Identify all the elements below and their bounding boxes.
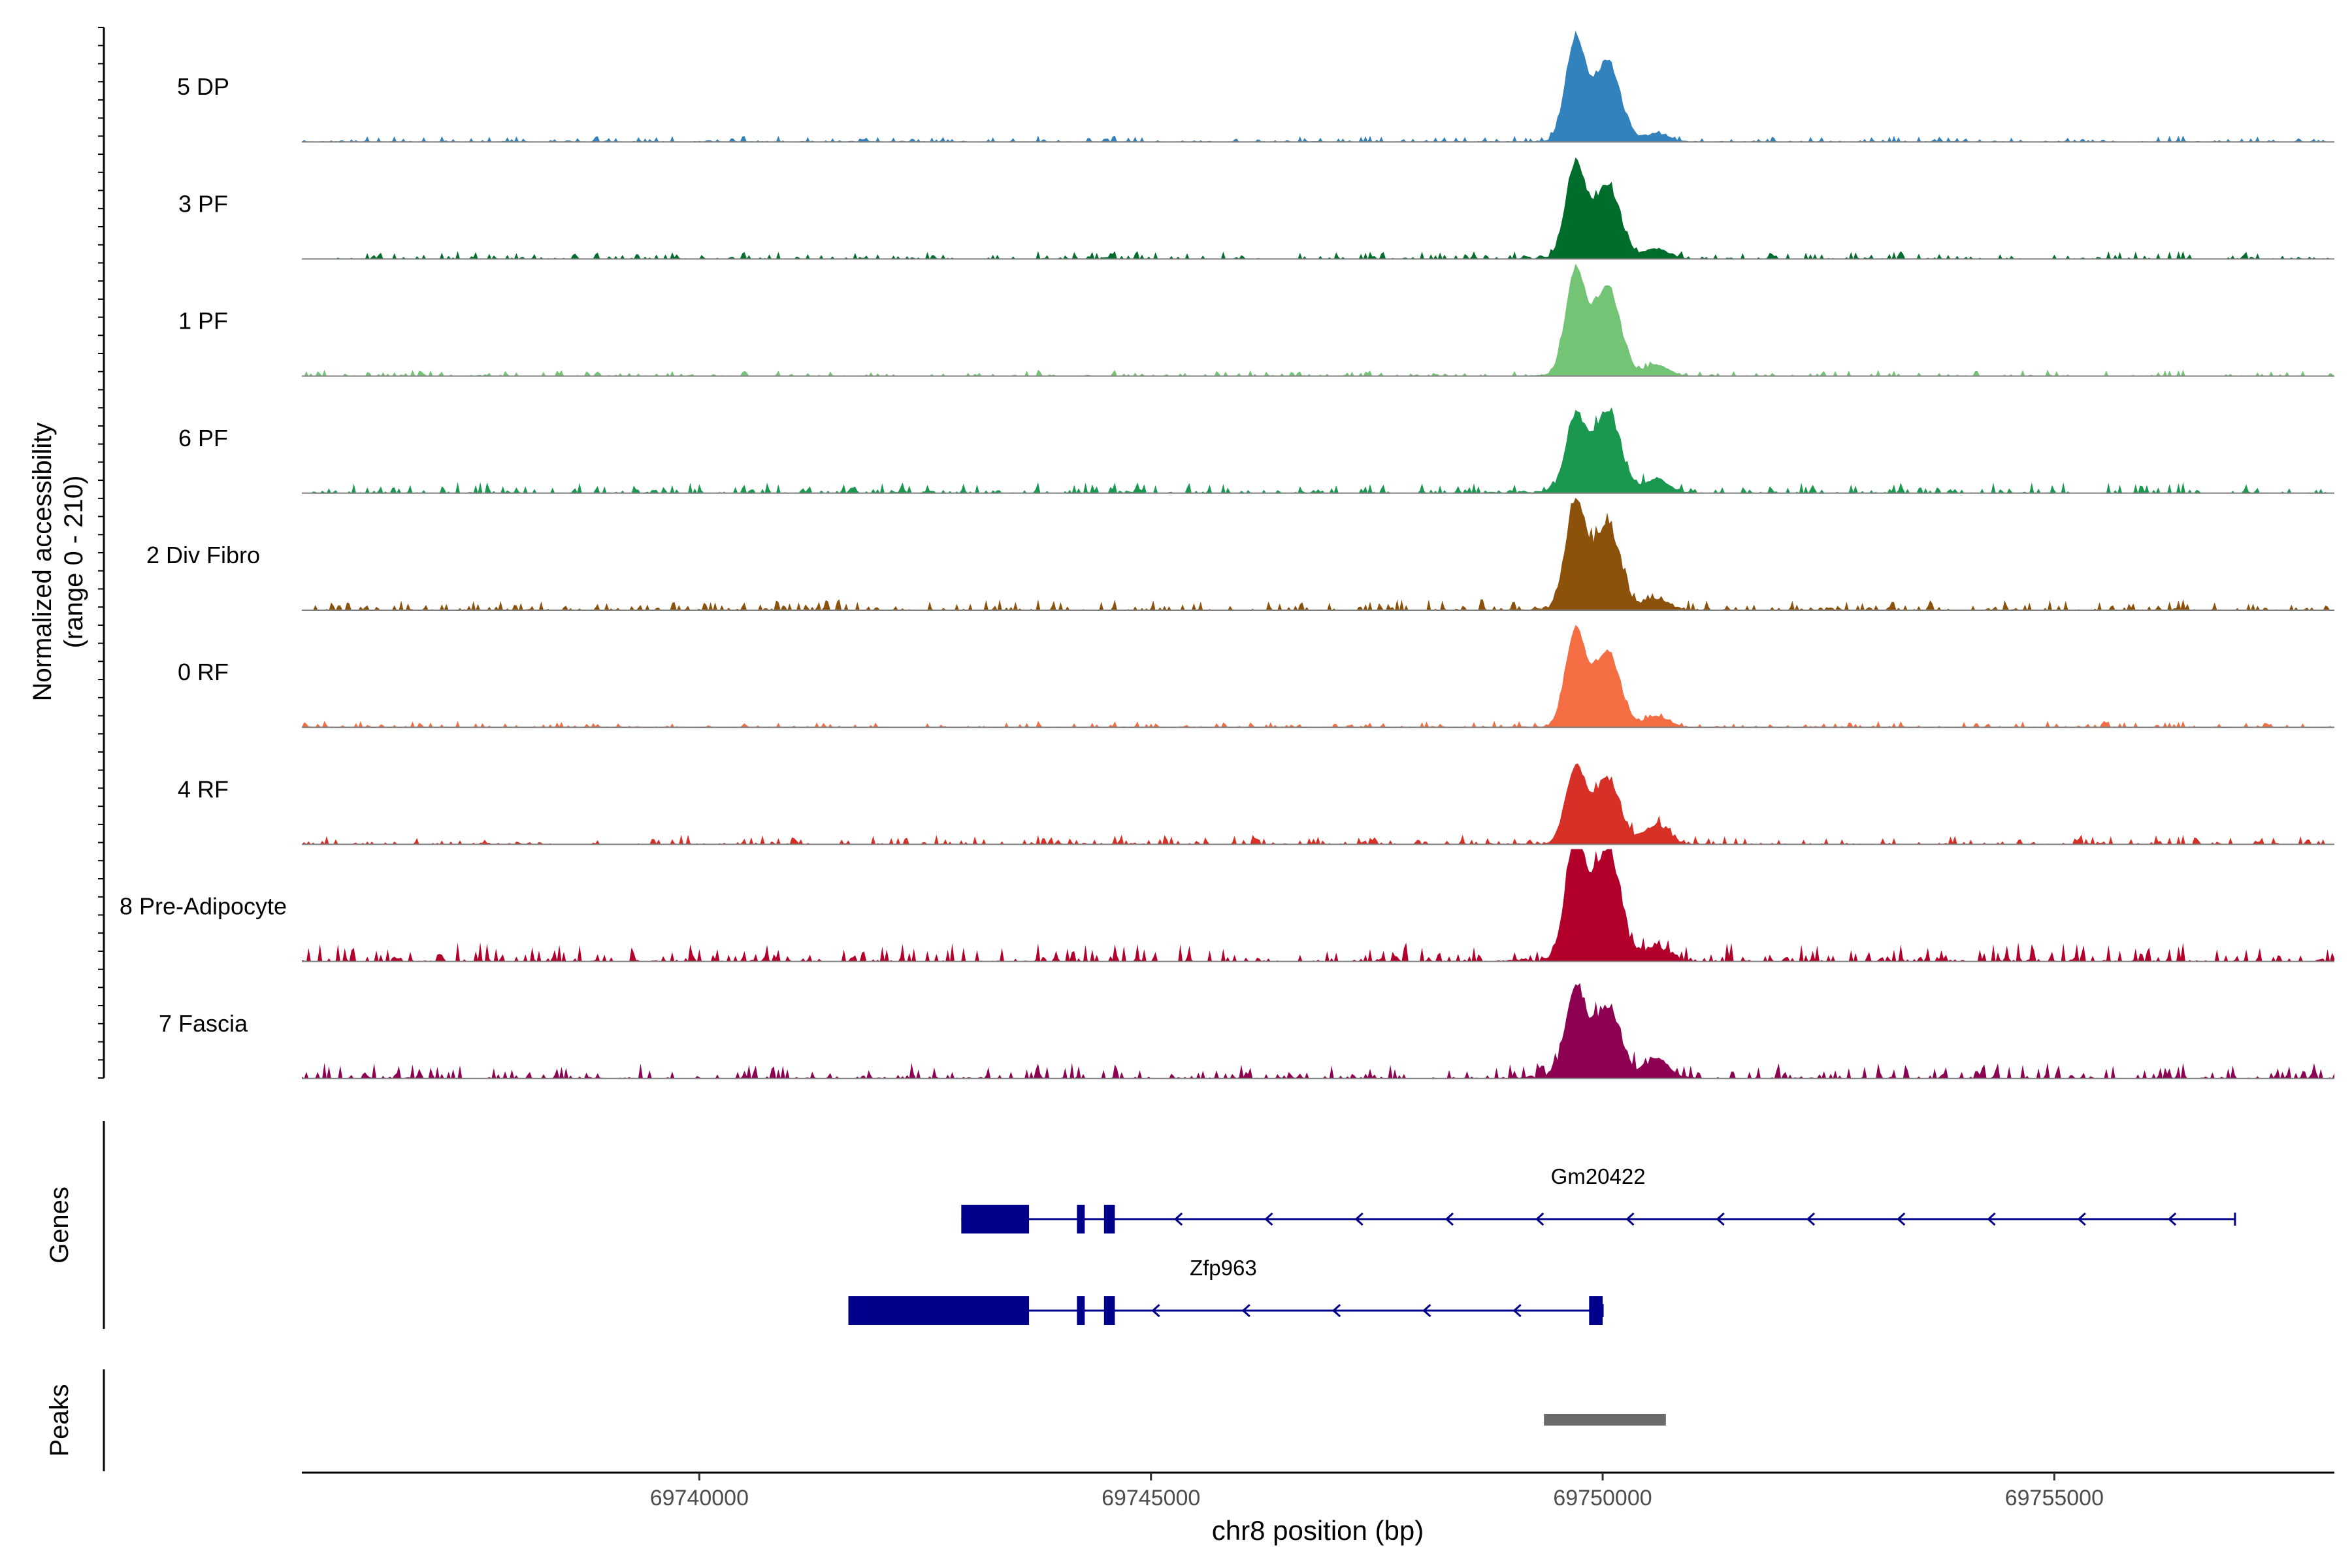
x-tick-label: 69740000 <box>650 1486 749 1511</box>
y-axis-range-label: (range 0 - 210) <box>59 476 88 649</box>
x-tick-label: 69750000 <box>1553 1486 1652 1511</box>
strand-arrow <box>1716 1212 1725 1226</box>
track-label: 0 RF <box>178 659 229 685</box>
gene-label: Zfp963 <box>1190 1256 1257 1280</box>
track-label: 2 Div Fibro <box>146 542 260 568</box>
coverage-area <box>302 983 2334 1079</box>
exon <box>1103 1296 1115 1325</box>
coverage-area <box>302 31 2334 142</box>
strand-arrow <box>2167 1212 2177 1226</box>
x-tick-label: 69745000 <box>1102 1486 1200 1511</box>
strand-arrow <box>1535 1212 1544 1226</box>
track-2: 3 PF <box>178 157 2334 260</box>
track-3: 1 PF <box>178 263 2334 377</box>
strand-arrow <box>1897 1212 1906 1226</box>
gene-zfp963: Zfp963 <box>848 1256 1604 1325</box>
track-6: 0 RF <box>178 625 2334 728</box>
track-label: 5 DP <box>177 73 229 100</box>
track-label: 4 RF <box>178 776 229 802</box>
exon <box>1589 1296 1603 1325</box>
coverage-area <box>302 263 2334 376</box>
y-axis-label: Normalized accessibility <box>28 423 57 702</box>
strand-arrow <box>1445 1212 1454 1226</box>
peak-track <box>1544 1414 1666 1426</box>
peak-region <box>1544 1414 1666 1426</box>
gene-label: Gm20422 <box>1551 1164 1646 1188</box>
gene-gm20422: Gm20422 <box>961 1164 2236 1233</box>
exon <box>961 1205 1030 1233</box>
track-label: 7 Fascia <box>159 1010 248 1037</box>
strand-arrow <box>1241 1303 1250 1318</box>
exon <box>1077 1205 1085 1233</box>
coverage-area <box>302 157 2334 259</box>
exon <box>1103 1205 1115 1233</box>
strand-arrow <box>1987 1212 1996 1226</box>
exon <box>848 1296 1030 1325</box>
x-axis-label: chr8 position (bp) <box>1212 1515 1424 1546</box>
track-label: 1 PF <box>178 308 228 335</box>
y-axis <box>98 27 105 1079</box>
coverage-tracks: 5 DP 3 PF 1 PF 6 PF 2 Div Fibro 0 RF 4 RF 8 Pre… <box>120 31 2334 1079</box>
strand-arrow <box>1264 1212 1273 1226</box>
peaks-track-label: Peaks <box>45 1384 74 1456</box>
genes-track-label: Genes <box>45 1186 74 1264</box>
track-8: 8 Pre-Adipocyte <box>120 849 2334 962</box>
track-label: 6 PF <box>178 425 228 451</box>
x-tick-label: 69755000 <box>2005 1486 2104 1511</box>
track-label: 8 Pre-Adipocyte <box>120 893 287 920</box>
track-9: 7 Fascia <box>159 983 2334 1079</box>
strand-arrow <box>1173 1212 1183 1226</box>
strand-arrow <box>1625 1212 1635 1226</box>
coverage-area <box>302 407 2334 493</box>
exon <box>1077 1296 1085 1325</box>
track-label: 3 PF <box>178 190 228 217</box>
strand-arrow <box>1806 1212 1816 1226</box>
coverage-area <box>302 498 2334 610</box>
gene-annotation-track: Gm20422 Zfp963 <box>848 1164 2236 1325</box>
coverage-area <box>302 849 2334 962</box>
strand-arrow <box>2077 1212 2086 1226</box>
coverage-area <box>302 763 2334 845</box>
strand-arrow <box>1422 1303 1431 1318</box>
coverage-area <box>302 625 2334 728</box>
track-1: 5 DP <box>177 31 2334 143</box>
strand-arrow <box>1151 1303 1160 1318</box>
track-7: 4 RF <box>178 763 2334 845</box>
track-5: 2 Div Fibro <box>146 498 2334 611</box>
strand-arrow <box>1512 1303 1522 1318</box>
strand-arrow <box>1331 1303 1341 1318</box>
x-axis-ticks: 69740000 69745000 69750000 69755000 <box>650 1473 2104 1511</box>
strand-arrow <box>1354 1212 1364 1226</box>
track-4: 6 PF <box>178 407 2334 494</box>
